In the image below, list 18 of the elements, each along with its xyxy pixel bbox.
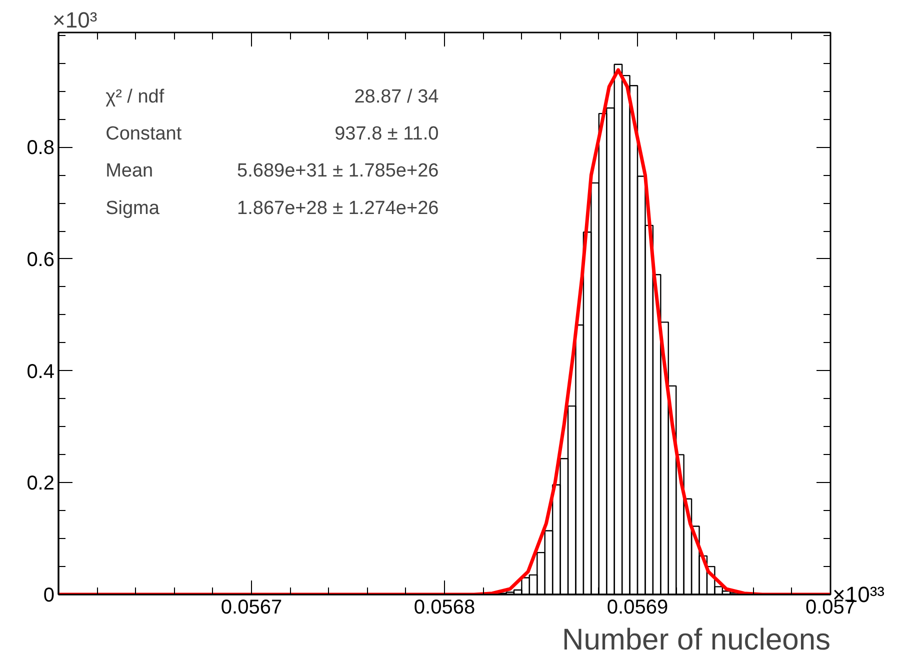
x-axis-title: Number of nucleons	[562, 624, 831, 656]
annotation: Sigma	[106, 198, 160, 219]
y-tick-label: 0	[43, 584, 54, 606]
annotation: Constant	[106, 123, 182, 144]
x-tick-label: 0.0567	[220, 596, 282, 618]
y-tick-label: 0.2	[26, 472, 55, 495]
annotation: 28.87 / 34	[354, 86, 440, 108]
x-tick-label: 0.0569	[606, 596, 668, 618]
y-tick-label: 0.6	[26, 248, 55, 271]
annotation: 937.8 ± 11.0	[334, 123, 439, 144]
annotation: 5.689e+31 ± 1.785e+26	[237, 160, 439, 182]
annotation: χ² / ndf	[106, 86, 165, 108]
y-tick-label: 0.8	[26, 137, 55, 160]
annotation: 1.867e+28 ± 1.274e+26	[237, 198, 439, 219]
annotation: Mean	[106, 160, 154, 182]
text: ×10³	[52, 8, 98, 32]
y-tick-label: 0.4	[26, 360, 55, 383]
x-tick-label: 0.0568	[414, 596, 476, 618]
